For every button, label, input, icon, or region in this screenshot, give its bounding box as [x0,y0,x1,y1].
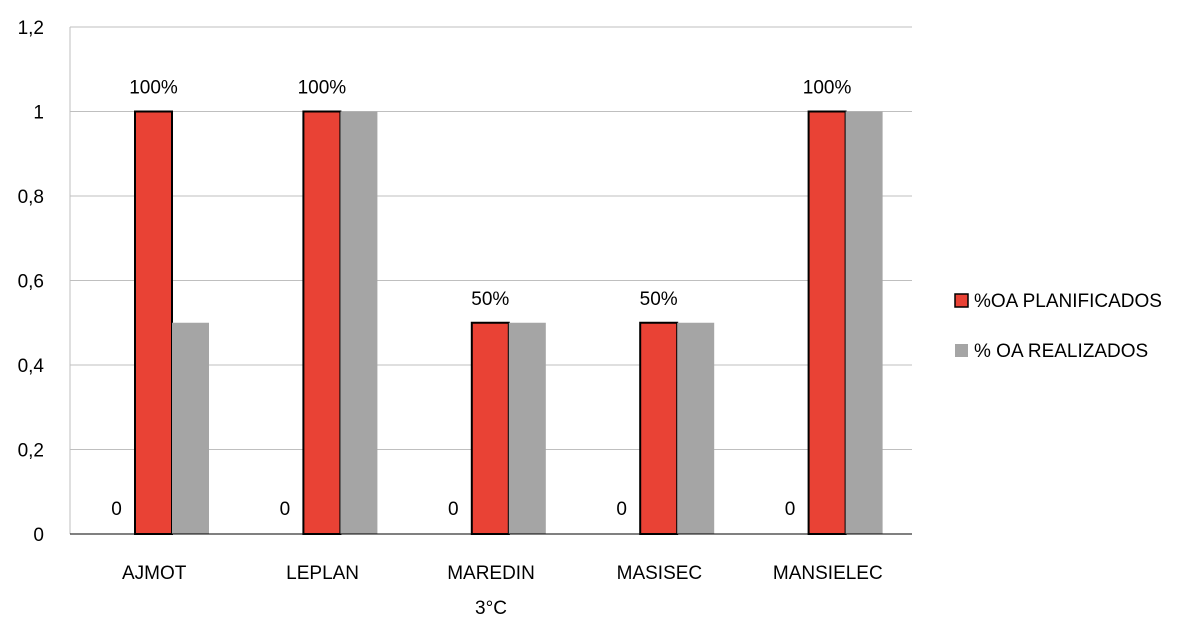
bar-oa-realizados [172,322,209,534]
data-label: 100% [298,78,347,99]
bar-oa-realizados [340,111,378,534]
axes: 0 0,2 0,4 0,6 0,8 1 1,2 AJMOT LEPLAN MAREDIN MASIS… [18,18,912,619]
data-label: 50% [471,289,509,310]
data-label: 0 [111,499,122,520]
bar-oa-planificados [639,321,679,535]
x-tick-label: MASISEC [617,563,703,584]
bar-oa-realizados [508,322,546,534]
legend-swatch [954,293,969,308]
bar-oa-planificados [470,321,510,535]
data-labels: 0 100% 0 100% 0 50% 0 50% 0 100% [111,78,851,521]
data-label: 0 [785,499,796,520]
legend-swatch [955,344,968,357]
y-tick-label: 0 [33,525,44,546]
data-label: 0 [616,499,627,520]
x-tick-label: MAREDIN [447,563,535,584]
bar-oa-realizados [845,111,883,534]
data-label: 100% [129,78,178,99]
bar-oa-planificados [807,110,847,535]
data-label: 0 [448,499,459,520]
bar-oa-planificados [134,110,173,535]
gridlines [70,26,912,450]
bars [134,110,883,535]
y-tick-label: 1 [33,103,44,124]
y-tick-label: 0,4 [18,356,45,377]
bar-oa-realizados [677,322,715,534]
data-label: 0 [280,499,291,520]
legend-label: %OA PLANIFICADOS [974,291,1162,312]
legend: %OA PLANIFICADOS % OA REALIZADOS [954,291,1162,362]
y-tick-label: 1,2 [18,18,44,39]
x-tick-label: LEPLAN [286,563,359,584]
y-tick-label: 0,2 [18,441,44,462]
x-axis-title: 3°C [475,598,507,619]
x-tick-label: AJMOT [122,563,187,584]
y-tick-label: 0,8 [18,187,44,208]
data-label: 100% [803,78,852,99]
data-label: 50% [640,289,678,310]
y-tick-label: 0,6 [18,272,44,293]
bar-oa-planificados [302,110,342,535]
legend-label: % OA REALIZADOS [974,341,1148,362]
x-tick-label: MANSIELEC [773,563,883,584]
